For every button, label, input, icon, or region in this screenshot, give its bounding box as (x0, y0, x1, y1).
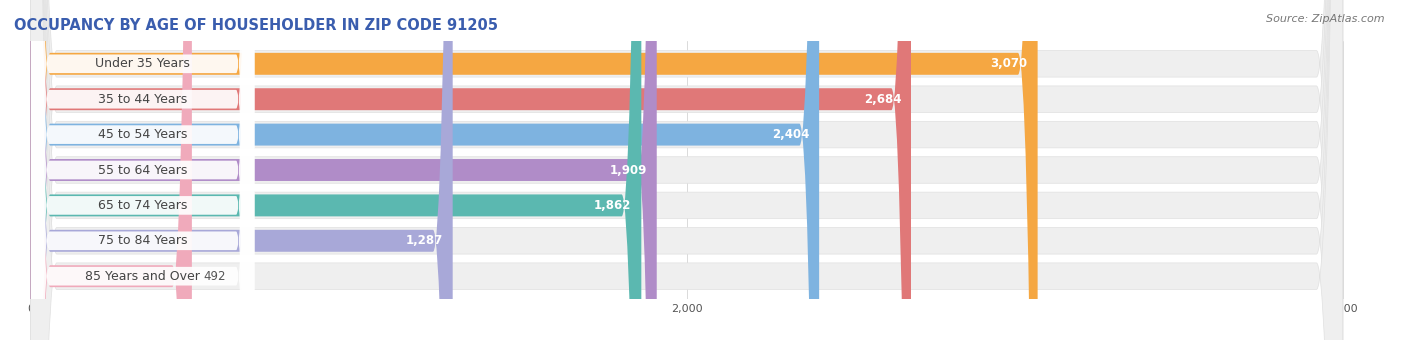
FancyBboxPatch shape (31, 0, 1343, 340)
Text: OCCUPANCY BY AGE OF HOUSEHOLDER IN ZIP CODE 91205: OCCUPANCY BY AGE OF HOUSEHOLDER IN ZIP C… (14, 18, 498, 33)
Text: 75 to 84 Years: 75 to 84 Years (98, 234, 187, 247)
Text: 1,862: 1,862 (595, 199, 631, 212)
FancyBboxPatch shape (31, 0, 1343, 340)
Text: 65 to 74 Years: 65 to 74 Years (98, 199, 187, 212)
Text: 3,070: 3,070 (991, 57, 1028, 70)
FancyBboxPatch shape (31, 0, 254, 340)
Text: 2,404: 2,404 (772, 128, 810, 141)
FancyBboxPatch shape (31, 0, 1038, 340)
Text: 492: 492 (204, 270, 226, 283)
FancyBboxPatch shape (31, 0, 1343, 340)
Text: 55 to 64 Years: 55 to 64 Years (98, 164, 187, 176)
Text: Source: ZipAtlas.com: Source: ZipAtlas.com (1267, 14, 1385, 23)
FancyBboxPatch shape (31, 0, 1343, 340)
FancyBboxPatch shape (31, 0, 191, 340)
Text: 1,287: 1,287 (405, 234, 443, 247)
FancyBboxPatch shape (31, 0, 254, 340)
FancyBboxPatch shape (31, 0, 1343, 340)
FancyBboxPatch shape (31, 0, 1343, 340)
Text: 45 to 54 Years: 45 to 54 Years (98, 128, 187, 141)
Text: Under 35 Years: Under 35 Years (96, 57, 190, 70)
FancyBboxPatch shape (31, 0, 1343, 340)
Text: 1,909: 1,909 (610, 164, 647, 176)
FancyBboxPatch shape (31, 0, 254, 340)
Text: 2,684: 2,684 (863, 93, 901, 106)
Text: 35 to 44 Years: 35 to 44 Years (98, 93, 187, 106)
FancyBboxPatch shape (31, 0, 254, 340)
FancyBboxPatch shape (31, 0, 820, 340)
FancyBboxPatch shape (31, 0, 254, 340)
FancyBboxPatch shape (31, 0, 641, 340)
FancyBboxPatch shape (31, 0, 453, 340)
FancyBboxPatch shape (31, 0, 911, 340)
FancyBboxPatch shape (31, 0, 254, 340)
FancyBboxPatch shape (31, 0, 657, 340)
FancyBboxPatch shape (31, 0, 254, 340)
Text: 85 Years and Over: 85 Years and Over (86, 270, 200, 283)
